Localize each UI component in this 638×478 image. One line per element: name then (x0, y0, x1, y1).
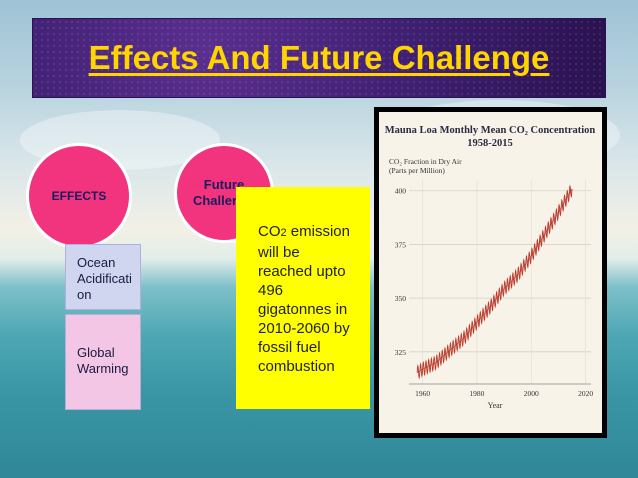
x-tick-label: 2020 (578, 389, 593, 398)
y-tick-label: 400 (395, 187, 407, 196)
chart-title: Mauna Loa Monthly Mean CO₂ Concentration (385, 125, 596, 136)
effect-text-line: Acidificati (77, 271, 132, 286)
x-tick-label: 2000 (524, 389, 539, 398)
co2-subscript: 2 (280, 227, 287, 239)
future-text-line8: combustion (258, 358, 335, 375)
future-text-line6: 2010-2060 by (258, 320, 350, 337)
effect-box-global-warming: Global Warming (65, 314, 141, 410)
co2-prefix: CO (258, 223, 281, 240)
future-circle-label-line1: Future (203, 177, 245, 192)
chart-subtitle: 1958-2015 (467, 138, 513, 149)
y-tick-label: 375 (395, 240, 407, 249)
slide-title: Effects And Future Challenge (88, 39, 550, 76)
chart-ylabel-line2: (Parts per Million) (389, 166, 445, 175)
effects-circle-label: EFFECTS (51, 189, 107, 203)
future-text-line3: reached upto (258, 263, 346, 280)
future-text-line5: gigatonnes in (258, 301, 348, 318)
effect-text-line: Global (77, 345, 115, 360)
x-tick-label: 1960 (415, 389, 430, 398)
y-tick-label: 325 (395, 348, 407, 357)
future-text-line1: CO2 emission (258, 222, 370, 243)
x-tick-label: 1980 (469, 389, 484, 398)
effect-text-line: on (77, 287, 92, 302)
chart-ylabel-line1: CO₂ Fraction in Dry Air (389, 157, 462, 166)
title-bar: Effects And Future Challenge (32, 18, 606, 98)
future-challenge-box (236, 187, 370, 409)
future-challenge-text: CO2 emission will be reached upto 496 gi… (258, 222, 370, 376)
future-text-line2: will be (258, 244, 300, 261)
future-text-line7: fossil fuel (258, 339, 321, 356)
future-text-line4: 496 (258, 282, 284, 299)
effect-text-line: Warming (77, 361, 129, 376)
chart-xlabel: Year (488, 401, 503, 410)
co2-chart: Mauna Loa Monthly Mean CO₂ Concentration… (385, 125, 596, 410)
chart-panel: Mauna Loa Monthly Mean CO₂ Concentration… (379, 112, 602, 433)
effect-text-line: Ocean (77, 255, 116, 270)
co2-trend-line (416, 188, 573, 373)
co2-series-line (416, 184, 573, 380)
co2-suffix: emission (286, 223, 350, 240)
effect-box-ocean-acidification: Ocean Acidificati on (65, 244, 141, 310)
chart-frame: Mauna Loa Monthly Mean CO₂ Concentration… (374, 107, 607, 438)
effects-circle: EFFECTS (26, 143, 132, 249)
y-tick-label: 350 (395, 294, 407, 303)
